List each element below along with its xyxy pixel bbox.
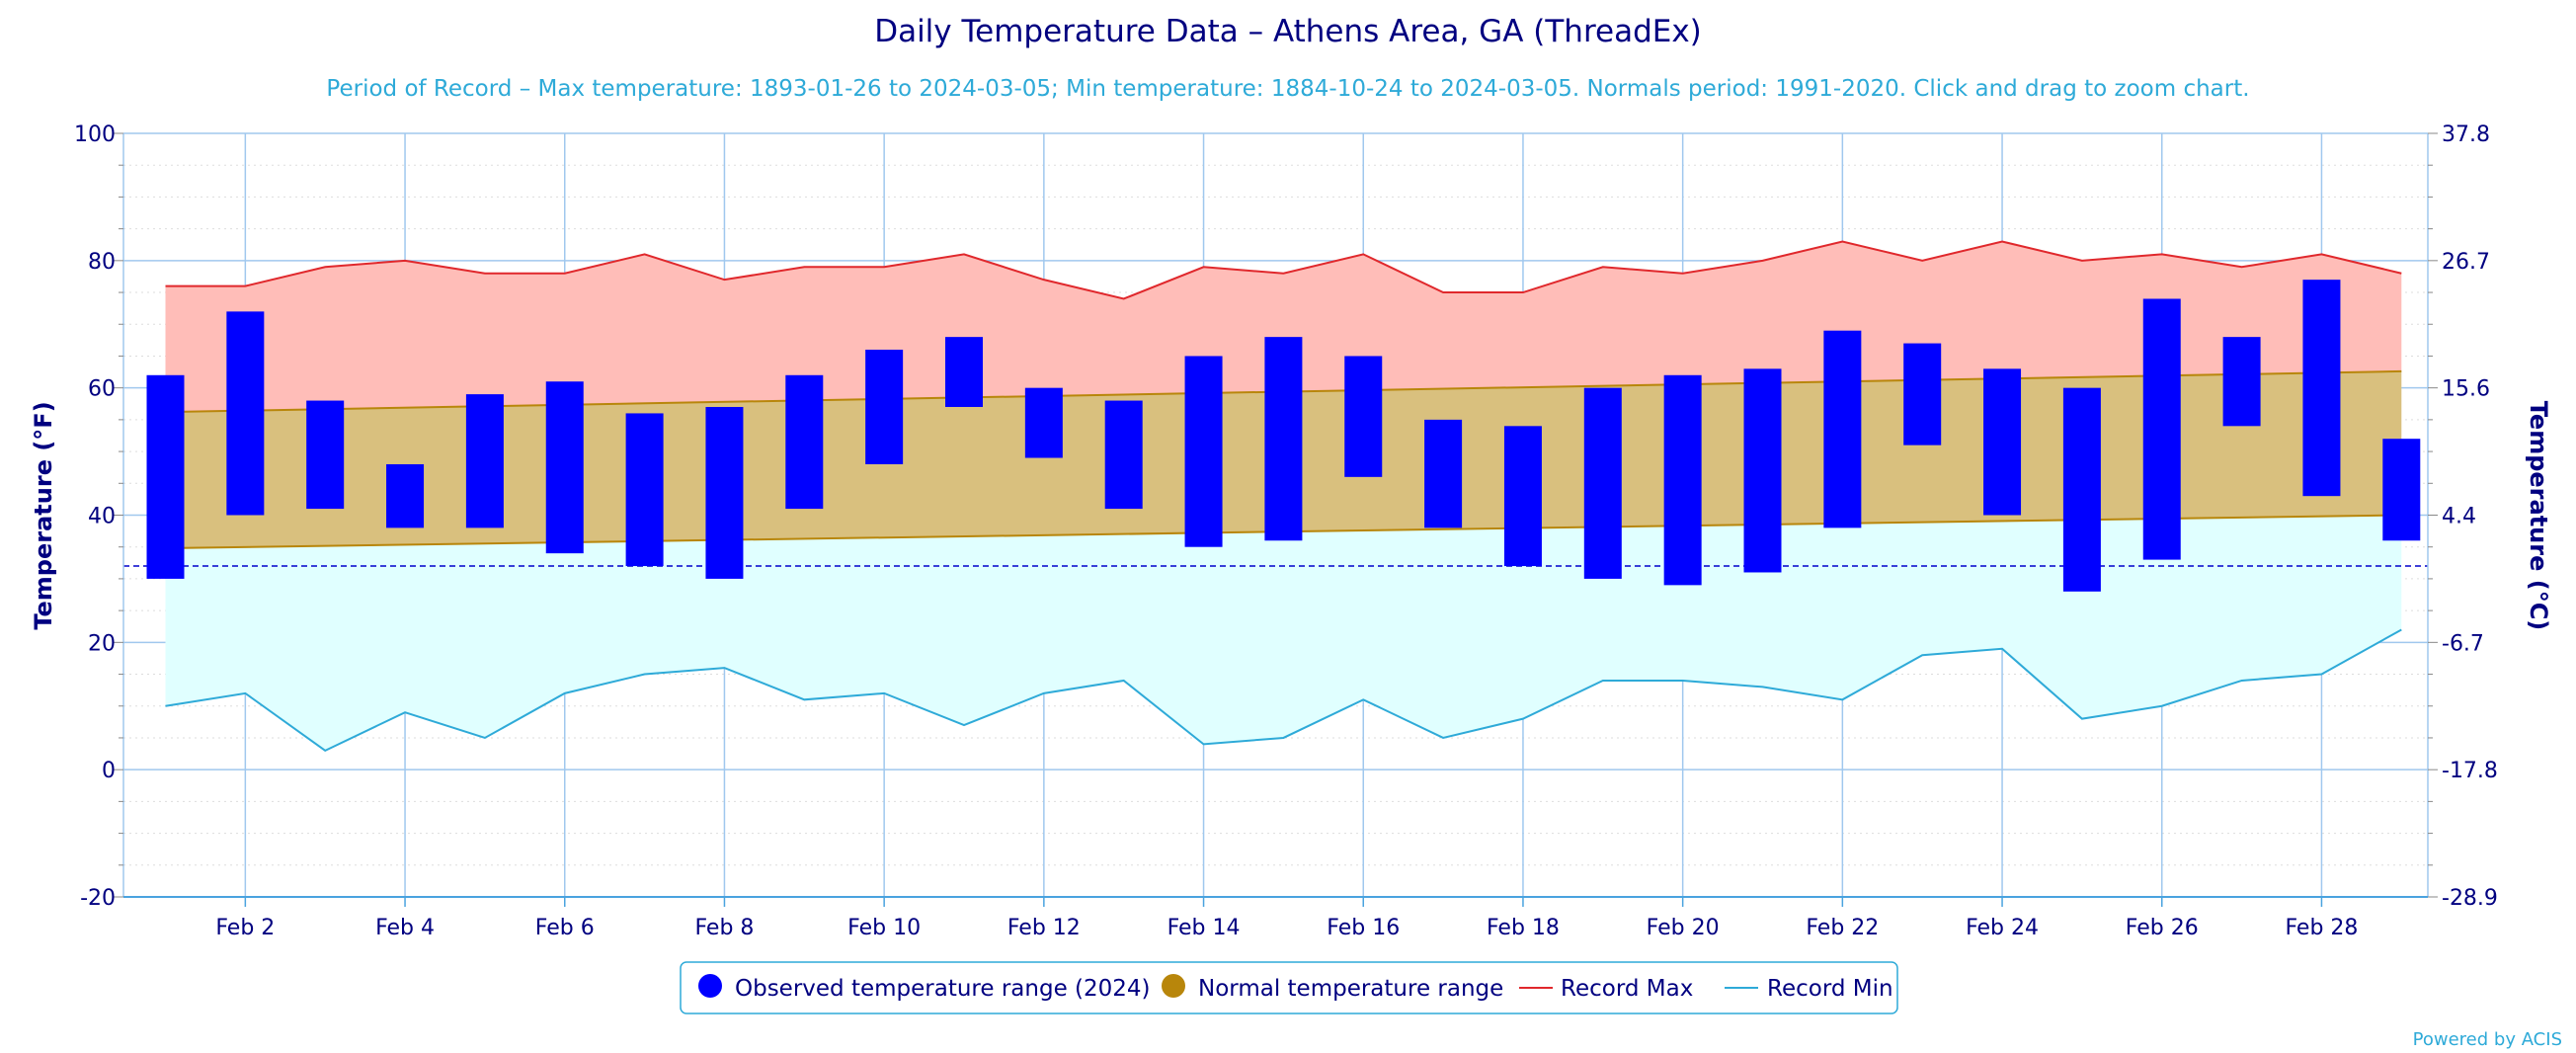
x-tick-label: Feb 18 bbox=[1487, 916, 1560, 940]
observed-bar-feb-26 bbox=[2142, 298, 2181, 560]
y-tick-label-right: 4.4 bbox=[2442, 505, 2476, 529]
y-tick-label: 20 bbox=[88, 631, 116, 656]
legend-box bbox=[680, 961, 1898, 1014]
x-tick-label: Feb 2 bbox=[215, 916, 275, 940]
x-tick-label: Feb 6 bbox=[535, 916, 595, 940]
observed-bar-feb-13 bbox=[1104, 400, 1143, 510]
legend-normal-marker bbox=[1162, 974, 1185, 998]
observed-bar-feb-10 bbox=[865, 350, 904, 464]
x-tick-label: Feb 24 bbox=[1966, 916, 2039, 940]
y-tick-label-right: 37.8 bbox=[2442, 122, 2490, 147]
observed-bar-feb-6 bbox=[545, 381, 584, 554]
observed-bar-feb-17 bbox=[1424, 419, 1463, 528]
legend-record-min-label: Record Min bbox=[1767, 976, 1893, 1002]
record-min-line bbox=[165, 628, 2402, 752]
y-tick-label: 60 bbox=[88, 377, 116, 402]
observed-bar-feb-29 bbox=[2382, 439, 2421, 541]
y-axis-title-left: Temperature (°F) bbox=[30, 401, 57, 629]
y-tick-label: 80 bbox=[88, 250, 116, 275]
powered-by-credit[interactable]: Powered by ACIS bbox=[2413, 1029, 2562, 1050]
observed-bar-feb-1 bbox=[146, 374, 185, 579]
observed-bar-feb-20 bbox=[1663, 374, 1702, 586]
record-max-line bbox=[165, 240, 2402, 300]
chart-title: Daily Temperature Data – Athens Area, GA… bbox=[874, 14, 1702, 49]
y-tick-label-right: 15.6 bbox=[2442, 377, 2490, 402]
x-tick-label: Feb 4 bbox=[375, 916, 435, 940]
observed-bar-feb-11 bbox=[945, 337, 983, 407]
x-tick-label: Feb 20 bbox=[1647, 916, 1720, 940]
observed-bar-feb-12 bbox=[1024, 387, 1063, 458]
observed-bar-feb-8 bbox=[705, 406, 744, 579]
y-tick-label: 0 bbox=[102, 759, 116, 783]
axes: -20 0 20 40 60 80 100 -28.9 -17.8 -6.7 4.4 15.6 26.7… bbox=[74, 122, 2498, 940]
observed-bar-feb-2 bbox=[226, 311, 265, 516]
y-tick-label-right: -17.8 bbox=[2442, 759, 2498, 783]
observed-bar-feb-9 bbox=[785, 374, 824, 510]
legend-observed-marker bbox=[698, 974, 722, 998]
legend-normal-label: Normal temperature range bbox=[1198, 976, 1503, 1002]
x-tick-label: Feb 8 bbox=[694, 916, 754, 940]
legend-record-max-label: Record Max bbox=[1561, 976, 1693, 1002]
observed-bar-feb-28 bbox=[2302, 280, 2341, 497]
observed-bar-feb-23 bbox=[1903, 343, 1942, 446]
observed-bar-feb-22 bbox=[1823, 330, 1862, 528]
legend[interactable]: Observed temperature range (2024) Normal … bbox=[680, 961, 1898, 1014]
x-tick-label: Feb 22 bbox=[1806, 916, 1879, 940]
observed-bar-feb-5 bbox=[465, 394, 504, 528]
y-axis-title-right: Temperature (°C) bbox=[2525, 401, 2552, 631]
y-tick-label-right: 26.7 bbox=[2442, 250, 2490, 275]
y-tick-label-right: -6.7 bbox=[2442, 631, 2484, 656]
x-tick-label: Feb 14 bbox=[1167, 916, 1241, 940]
y-tick-label: -20 bbox=[80, 886, 116, 911]
y-tick-label: 100 bbox=[74, 122, 116, 147]
observed-bar-feb-21 bbox=[1743, 368, 1782, 573]
observed-bar-feb-27 bbox=[2222, 337, 2261, 427]
x-tick-label: Feb 26 bbox=[2126, 916, 2199, 940]
observed-bar-feb-19 bbox=[1583, 387, 1622, 579]
chart-subtitle: Period of Record – Max temperature: 1893… bbox=[326, 76, 2249, 102]
observed-bar-feb-3 bbox=[306, 400, 345, 510]
y-tick-label-right: -28.9 bbox=[2442, 886, 2498, 911]
observed-bar-feb-16 bbox=[1344, 356, 1383, 477]
x-tick-label: Feb 10 bbox=[847, 916, 921, 940]
observed-bar-feb-4 bbox=[386, 463, 425, 528]
observed-bar-feb-14 bbox=[1184, 356, 1223, 547]
y-tick-label: 40 bbox=[88, 505, 116, 529]
observed-bar-feb-15 bbox=[1264, 337, 1303, 541]
observed-bar-feb-25 bbox=[2062, 387, 2101, 592]
x-tick-label: Feb 28 bbox=[2285, 916, 2358, 940]
x-tick-label: Feb 16 bbox=[1327, 916, 1400, 940]
observed-bar-feb-24 bbox=[1983, 368, 2022, 516]
x-tick-label: Feb 12 bbox=[1007, 916, 1081, 940]
legend-observed-label: Observed temperature range (2024) bbox=[735, 976, 1151, 1002]
observed-bars bbox=[146, 280, 2421, 592]
observed-bar-feb-7 bbox=[625, 413, 664, 567]
record-lines bbox=[123, 240, 2428, 752]
observed-bar-feb-18 bbox=[1503, 426, 1542, 567]
